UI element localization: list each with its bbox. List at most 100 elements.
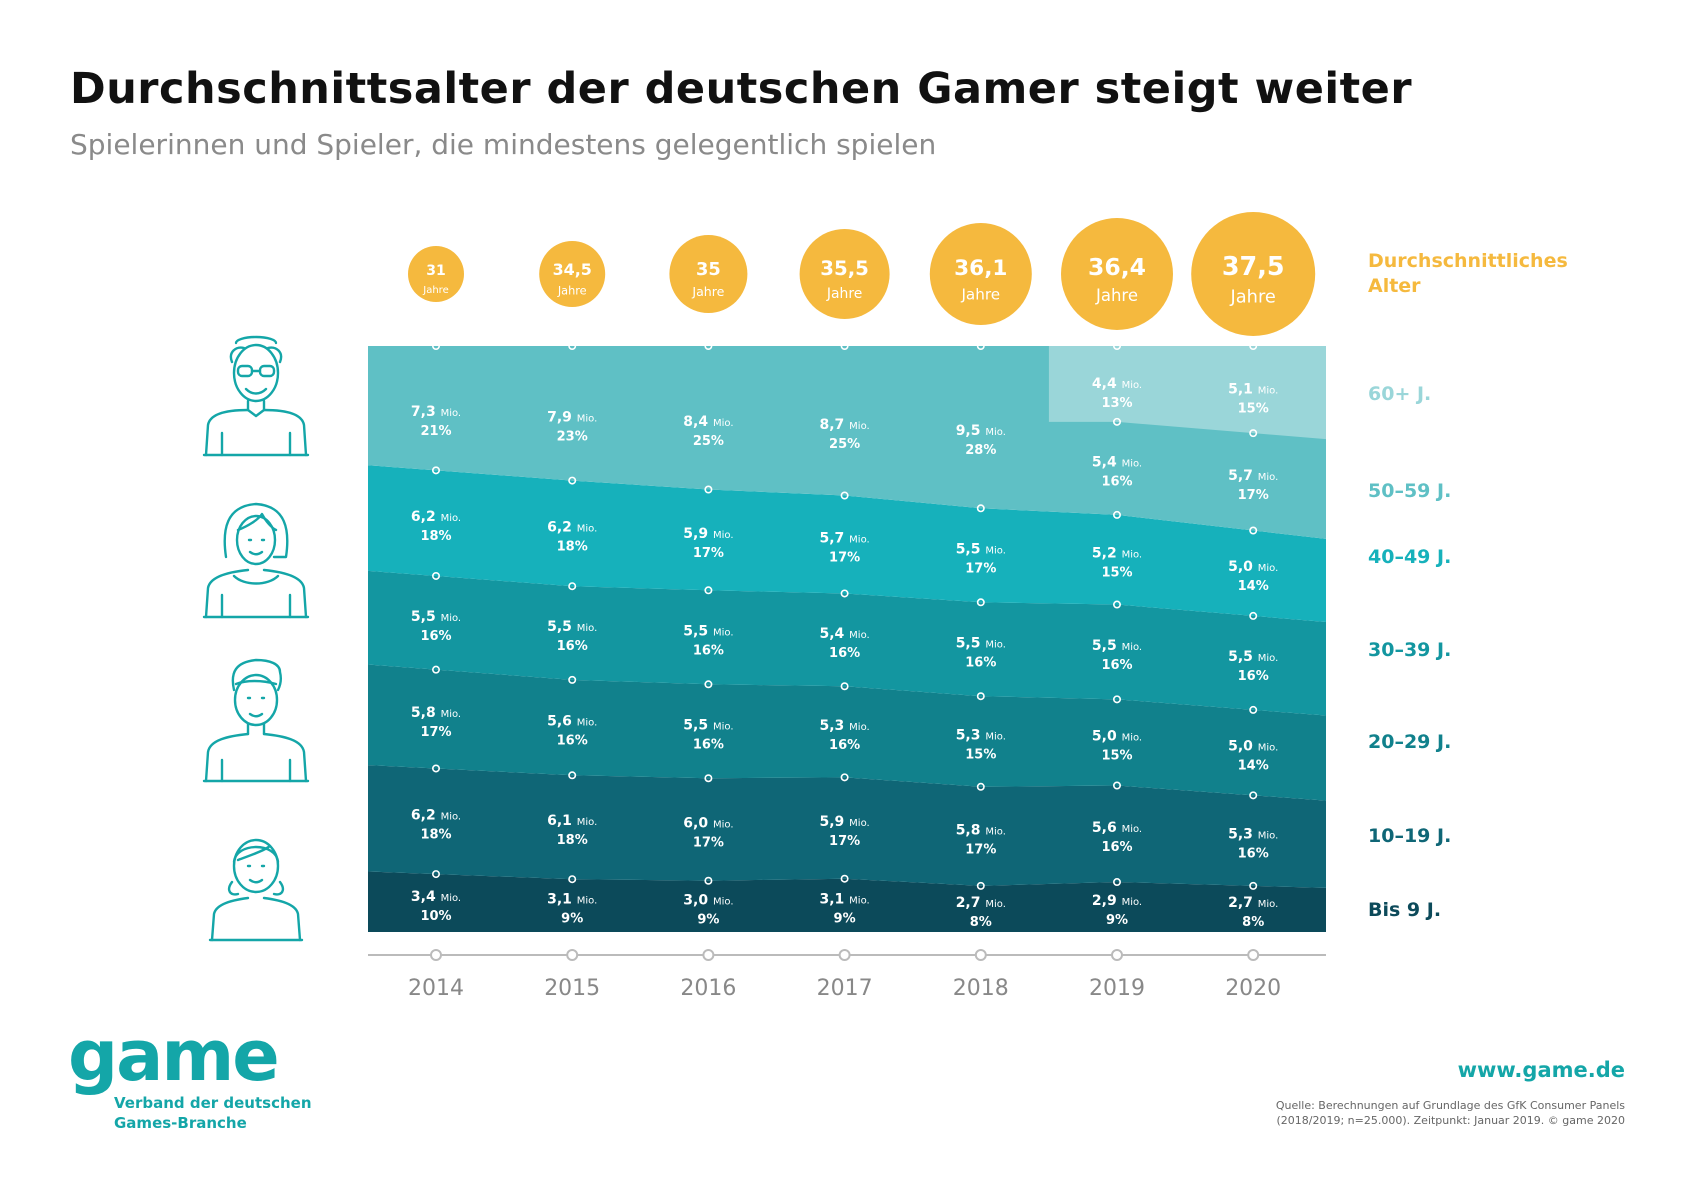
average-age-value: 34,5 — [553, 260, 592, 279]
data-label-percent: 8% — [1242, 915, 1264, 930]
boundary-marker — [1249, 881, 1258, 890]
boundary-marker — [840, 874, 849, 883]
data-label-value: 5,6 Mio. — [1092, 820, 1142, 836]
average-age-circle — [539, 241, 606, 307]
data-label-percent: 17% — [420, 725, 451, 740]
boundary-marker — [431, 466, 440, 475]
data-label-value: 2,7 Mio. — [1228, 895, 1278, 911]
average-age-value: 35 — [696, 259, 721, 280]
boundary-marker — [431, 571, 440, 580]
data-label-percent: 16% — [965, 655, 996, 670]
data-label-10–19 J.-2018: 5,8 Mio. 17% — [956, 822, 1006, 857]
data-label-value: 5,7 Mio. — [1228, 468, 1278, 484]
x-tick-label-2017: 2017 — [817, 976, 873, 1001]
average-age-unit: Jahre — [1095, 286, 1138, 305]
data-label-value: 9,5 Mio. — [956, 423, 1006, 439]
data-label-60+ J.-2020: 5,1 Mio. 15% — [1228, 382, 1278, 417]
boundary-marker — [840, 589, 849, 598]
data-label-Bis 9 J.-2020: 2,7 Mio. 8% — [1228, 895, 1278, 930]
data-label-30–39 J.-2015: 5,5 Mio. 16% — [547, 619, 597, 654]
data-label-30–39 J.-2016: 5,5 Mio. 16% — [683, 623, 733, 658]
boundary-marker — [840, 773, 849, 782]
boundary-marker — [704, 680, 713, 689]
data-label-value: 5,4 Mio. — [1092, 454, 1142, 470]
average-age-bubble-2017: 35,5 Jahre — [799, 229, 890, 319]
boundary-marker — [1113, 510, 1122, 519]
source-line-1: Quelle: Berechnungen auf Grundlage des G… — [1275, 1099, 1625, 1112]
boundary-marker — [976, 782, 985, 791]
data-label-30–39 J.-2014: 5,5 Mio. 16% — [411, 609, 461, 644]
data-label-40–49 J.-2016: 5,9 Mio. 17% — [683, 526, 733, 561]
legend-60+ J.: 60+ J. — [1368, 383, 1431, 405]
boundary-marker — [704, 485, 713, 494]
data-label-value: 5,5 Mio. — [683, 623, 733, 639]
average-age-bubble-2015: 34,5 Jahre — [539, 241, 606, 307]
boundary-marker — [431, 764, 440, 773]
average-age-circle — [1061, 218, 1173, 330]
average-age-circle — [669, 235, 748, 313]
data-label-percent: 17% — [693, 835, 724, 850]
data-label-10–19 J.-2019: 5,6 Mio. 16% — [1092, 820, 1142, 855]
legend-10–19 J.: 10–19 J. — [1368, 825, 1451, 847]
x-tick-label-2018: 2018 — [953, 976, 1009, 1001]
x-axis-tick — [430, 949, 442, 961]
legend-20–29 J.: 20–29 J. — [1368, 731, 1451, 753]
data-label-Bis 9 J.-2017: 3,1 Mio. 9% — [819, 891, 869, 926]
data-label-value: 5,1 Mio. — [1228, 382, 1278, 398]
x-tick-label-2014: 2014 — [408, 976, 464, 1001]
boundary-marker — [431, 665, 440, 674]
chart-data-labels: 3,4 Mio.10%6,2 Mio.18%5,8 Mio.17%5,5 Mio… — [411, 376, 1278, 930]
data-label-percent: 9% — [834, 911, 856, 926]
boundary-marker — [1113, 878, 1122, 887]
boundary-marker — [704, 341, 713, 350]
boundary-marker — [1249, 611, 1258, 620]
woman-icon — [202, 502, 310, 619]
data-label-percent: 17% — [829, 550, 860, 565]
data-label-percent: 18% — [557, 539, 588, 554]
data-label-40–49 J.-2020: 5,0 Mio. 14% — [1228, 559, 1278, 594]
data-label-value: 5,6 Mio. — [547, 714, 597, 730]
data-label-30–39 J.-2019: 5,5 Mio. 16% — [1092, 638, 1142, 673]
average-age-value: 31 — [426, 263, 445, 279]
data-label-value: 5,5 Mio. — [956, 541, 1006, 557]
data-label-value: 5,5 Mio. — [956, 635, 1006, 651]
band-60-plus — [1048, 346, 1326, 440]
data-label-value: 5,0 Mio. — [1228, 739, 1278, 755]
data-label-percent: 15% — [1101, 566, 1132, 581]
legend-40–49 J.: 40–49 J. — [1368, 546, 1451, 568]
data-label-percent: 16% — [693, 643, 724, 658]
data-label-value: 5,8 Mio. — [411, 705, 461, 721]
data-label-percent: 16% — [1238, 847, 1269, 862]
data-label-percent: 15% — [965, 748, 996, 763]
data-label-20–29 J.-2018: 5,3 Mio. 15% — [956, 728, 1006, 763]
data-label-value: 5,0 Mio. — [1228, 559, 1278, 575]
data-label-percent: 18% — [557, 833, 588, 848]
boundary-marker — [840, 682, 849, 691]
data-label-Bis 9 J.-2014: 3,4 Mio. 10% — [411, 889, 461, 924]
data-label-percent: 15% — [1101, 748, 1132, 763]
data-label-value: 5,9 Mio. — [683, 526, 733, 542]
data-label-percent: 14% — [1238, 759, 1269, 774]
data-label-percent: 17% — [965, 561, 996, 576]
boundary-marker — [568, 582, 577, 591]
boundary-marker — [568, 341, 577, 350]
data-label-value: 5,3 Mio. — [956, 728, 1006, 744]
boundary-marker — [1249, 526, 1258, 535]
website-link[interactable]: www.game.de — [1457, 1058, 1625, 1082]
data-label-value: 3,4 Mio. — [411, 889, 461, 905]
data-label-50plus-2016: 8,4 Mio. 25% — [683, 414, 733, 449]
average-age-bubble-2018: 36,1 Jahre — [929, 223, 1032, 325]
x-tick-label-2015: 2015 — [544, 976, 600, 1001]
data-label-percent: 25% — [829, 437, 860, 452]
data-label-percent: 16% — [1101, 474, 1132, 489]
data-label-percent: 17% — [1238, 488, 1269, 503]
average-age-circle — [1191, 212, 1316, 336]
boundary-marker — [568, 875, 577, 884]
boundary-marker — [1113, 600, 1122, 609]
average-age-label-line1: Durchschnittliches — [1368, 250, 1568, 272]
data-label-value: 5,4 Mio. — [819, 626, 869, 642]
data-label-value: 5,5 Mio. — [411, 609, 461, 625]
data-label-value: 8,4 Mio. — [683, 414, 733, 430]
boundary-marker — [568, 675, 577, 684]
